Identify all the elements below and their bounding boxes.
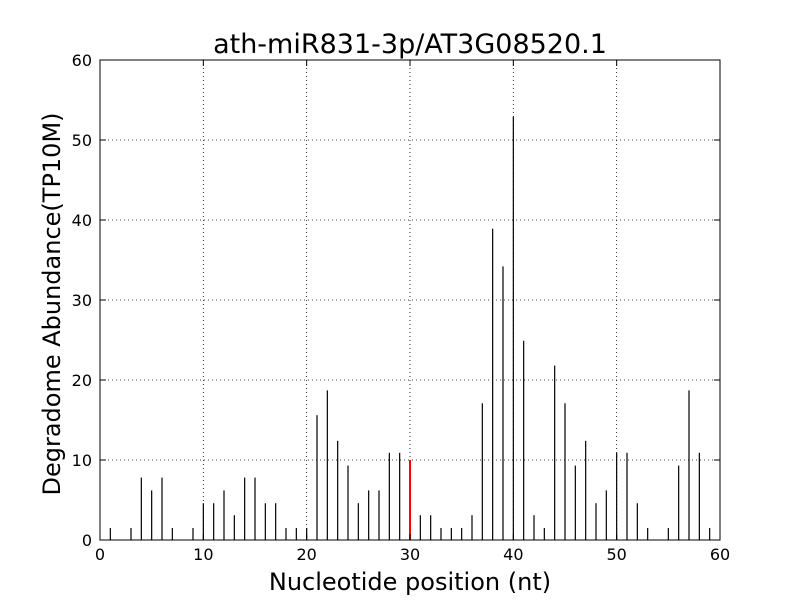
- bars: [109, 116, 711, 540]
- x-tick-labels: 0 10 20 30 40 50 60: [95, 545, 730, 564]
- y-tick-label: 0: [82, 531, 92, 550]
- chart-title: ath-miR831-3p/AT3G08520.1: [213, 29, 607, 60]
- x-tick-label: 20: [296, 545, 316, 564]
- x-tick-label: 60: [710, 545, 730, 564]
- x-axis-label: Nucleotide position (nt): [269, 568, 551, 596]
- x-tick-label: 40: [503, 545, 523, 564]
- x-tick-label: 50: [606, 545, 626, 564]
- y-tick-label: 60: [72, 51, 92, 70]
- x-tick-label: 30: [400, 545, 420, 564]
- y-axis-label: Degradome Abundance(TP10M): [38, 112, 66, 495]
- x-tick-label: 0: [95, 545, 105, 564]
- y-tick-label: 20: [72, 371, 92, 390]
- y-tick-label: 30: [72, 291, 92, 310]
- y-tick-label: 10: [72, 451, 92, 470]
- x-tick-label: 10: [193, 545, 213, 564]
- axis-ticks: [99, 59, 721, 541]
- y-tick-label: 50: [72, 131, 92, 150]
- y-tick-label: 40: [72, 211, 92, 230]
- y-tick-labels: 0 10 20 30 40 50 60: [72, 51, 92, 550]
